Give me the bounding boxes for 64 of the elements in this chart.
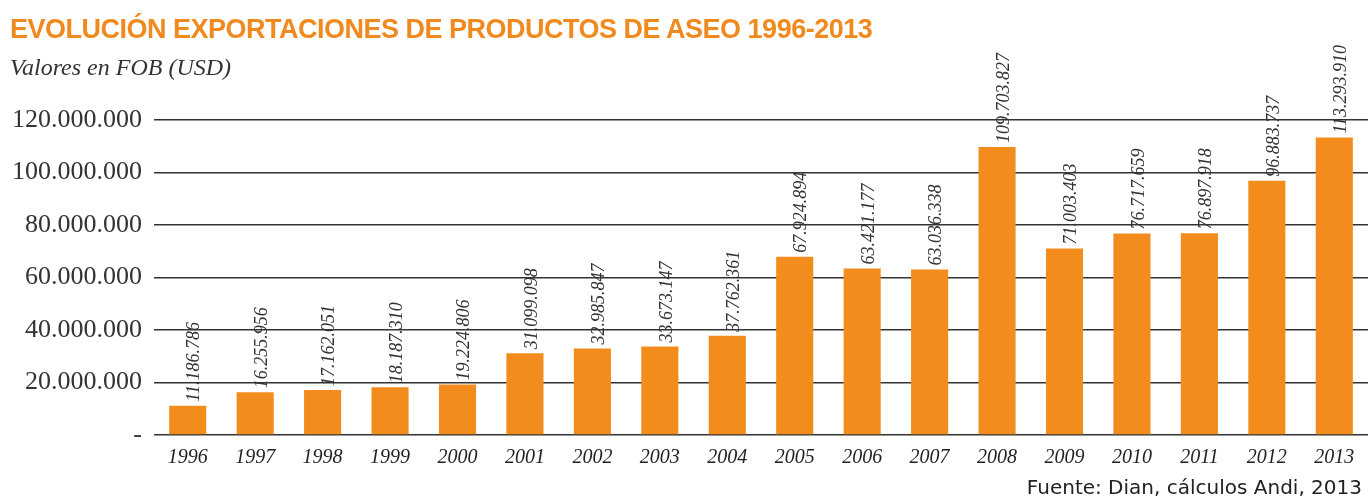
data-label: 16.255.956 [250, 307, 271, 389]
bar [776, 256, 814, 435]
y-tick-label: 120.000.000 [12, 103, 142, 133]
source-note: Fuente: Dian, cálculos Andi, 2013 [1026, 475, 1362, 499]
x-tick-label: 2006 [842, 445, 883, 468]
bar [1113, 233, 1151, 435]
bar [304, 389, 342, 435]
data-label: 63.036.338 [925, 184, 946, 266]
x-tick-label: 2012 [1246, 445, 1287, 468]
bar [371, 387, 409, 435]
x-tick-label: 2003 [639, 445, 680, 468]
data-label: 11.186.786 [183, 321, 204, 402]
bar [911, 269, 949, 435]
bar [978, 147, 1016, 435]
x-tick-label: 2004 [707, 445, 748, 468]
x-tick-label: 2013 [1314, 445, 1355, 468]
x-tick-label: 2011 [1180, 445, 1219, 468]
data-label: 71.003.403 [1060, 163, 1081, 245]
x-tick-label: 1998 [302, 445, 343, 468]
y-tick-label: 40.000.000 [25, 313, 142, 343]
x-tick-label: 2000 [437, 445, 478, 468]
data-label: 63.421.177 [857, 182, 878, 265]
x-tick-label: 2010 [1111, 445, 1152, 468]
x-tick-label: 2008 [977, 445, 1018, 468]
bar [843, 268, 881, 435]
data-label: 31.099.098 [520, 268, 541, 351]
bar [236, 392, 274, 435]
bar [1315, 137, 1353, 435]
y-tick-label: 80.000.000 [25, 208, 142, 238]
bar [708, 335, 746, 435]
bar [506, 353, 544, 435]
y-tick-label: 20.000.000 [25, 366, 142, 396]
x-tick-label: 1996 [167, 445, 208, 468]
data-label: 96.883.737 [1262, 94, 1283, 177]
bar [641, 346, 679, 435]
data-label: 19.224.806 [453, 299, 474, 381]
data-label: 18.187.310 [385, 302, 406, 384]
data-label: 76.897.918 [1195, 148, 1216, 230]
x-tick-label: 2001 [504, 445, 545, 468]
x-tick-label: 1997 [235, 445, 277, 468]
y-tick-label: - [133, 418, 142, 448]
bar [1045, 248, 1084, 435]
data-label: 76.717.659 [1127, 148, 1148, 230]
data-label: 32.985.847 [588, 262, 609, 346]
bar [438, 384, 477, 435]
x-tick-label: 2009 [1044, 445, 1085, 468]
y-tick-label: 100.000.000 [12, 156, 142, 186]
y-tick-label: 60.000.000 [25, 261, 142, 291]
bar [1180, 233, 1218, 435]
data-label: 33.673.147 [655, 260, 676, 344]
chart-subtitle: Valores en FOB (USD) [10, 54, 232, 81]
x-tick-label: 2002 [572, 445, 613, 468]
bar [573, 348, 611, 435]
data-label: 17.162.051 [318, 304, 339, 386]
chart-title: EVOLUCIÓN EXPORTACIONES DE PRODUCTOS DE ASEO 1996-2013 [10, 14, 873, 45]
bar [169, 405, 207, 435]
data-label: 113.293.910 [1330, 44, 1351, 134]
data-label: 67.924.894 [790, 171, 811, 253]
bar [1248, 180, 1286, 435]
x-tick-label: 1999 [370, 445, 411, 468]
x-tick-label: 2005 [774, 445, 815, 468]
x-tick-label: 2007 [909, 445, 951, 468]
data-label: 109.703.827 [992, 52, 1013, 144]
data-label: 37.762.361 [723, 250, 744, 333]
